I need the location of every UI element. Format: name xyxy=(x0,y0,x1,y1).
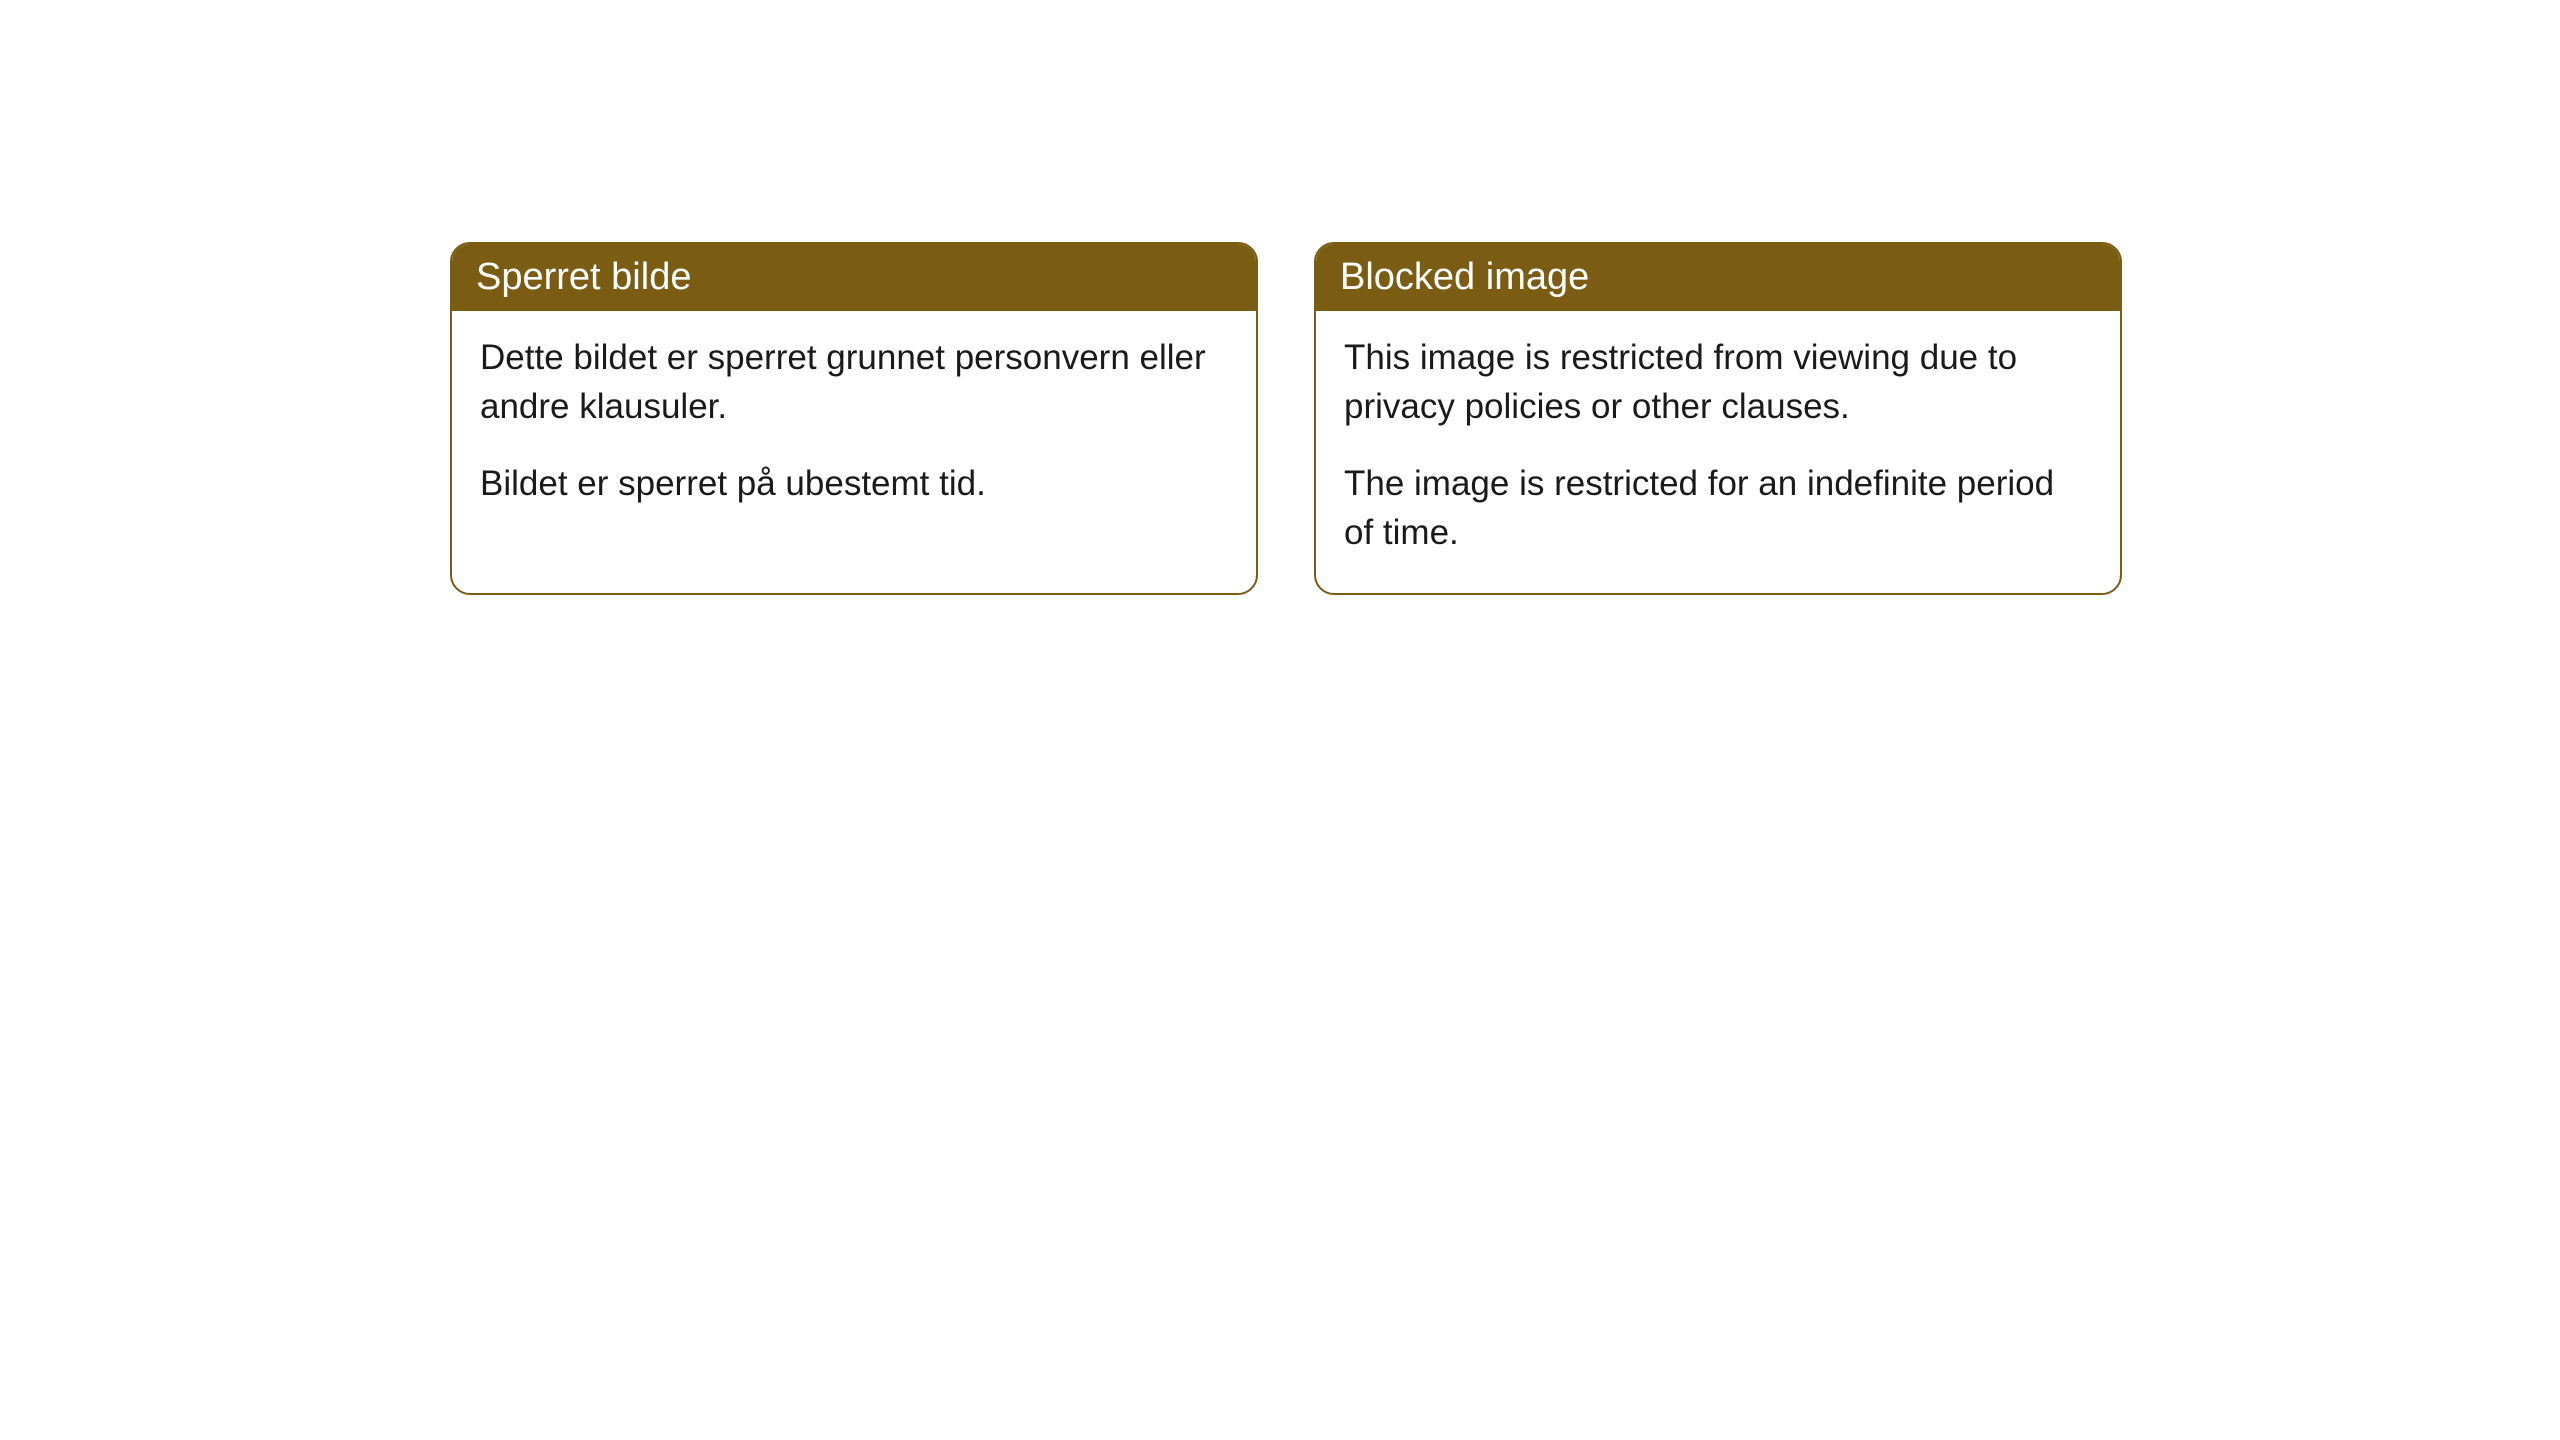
card-header: Sperret bilde xyxy=(452,244,1256,311)
card-body: This image is restricted from viewing du… xyxy=(1316,311,2120,593)
card-paragraph: The image is restricted for an indefinit… xyxy=(1344,459,2092,557)
blocked-image-card-norwegian: Sperret bilde Dette bildet er sperret gr… xyxy=(450,242,1258,595)
notice-cards-container: Sperret bilde Dette bildet er sperret gr… xyxy=(450,242,2122,595)
card-paragraph: This image is restricted from viewing du… xyxy=(1344,333,2092,431)
card-paragraph: Bildet er sperret på ubestemt tid. xyxy=(480,459,1228,508)
card-paragraph: Dette bildet er sperret grunnet personve… xyxy=(480,333,1228,431)
card-header: Blocked image xyxy=(1316,244,2120,311)
card-title: Blocked image xyxy=(1340,256,1589,298)
card-body: Dette bildet er sperret grunnet personve… xyxy=(452,311,1256,544)
card-title: Sperret bilde xyxy=(476,256,691,298)
blocked-image-card-english: Blocked image This image is restricted f… xyxy=(1314,242,2122,595)
